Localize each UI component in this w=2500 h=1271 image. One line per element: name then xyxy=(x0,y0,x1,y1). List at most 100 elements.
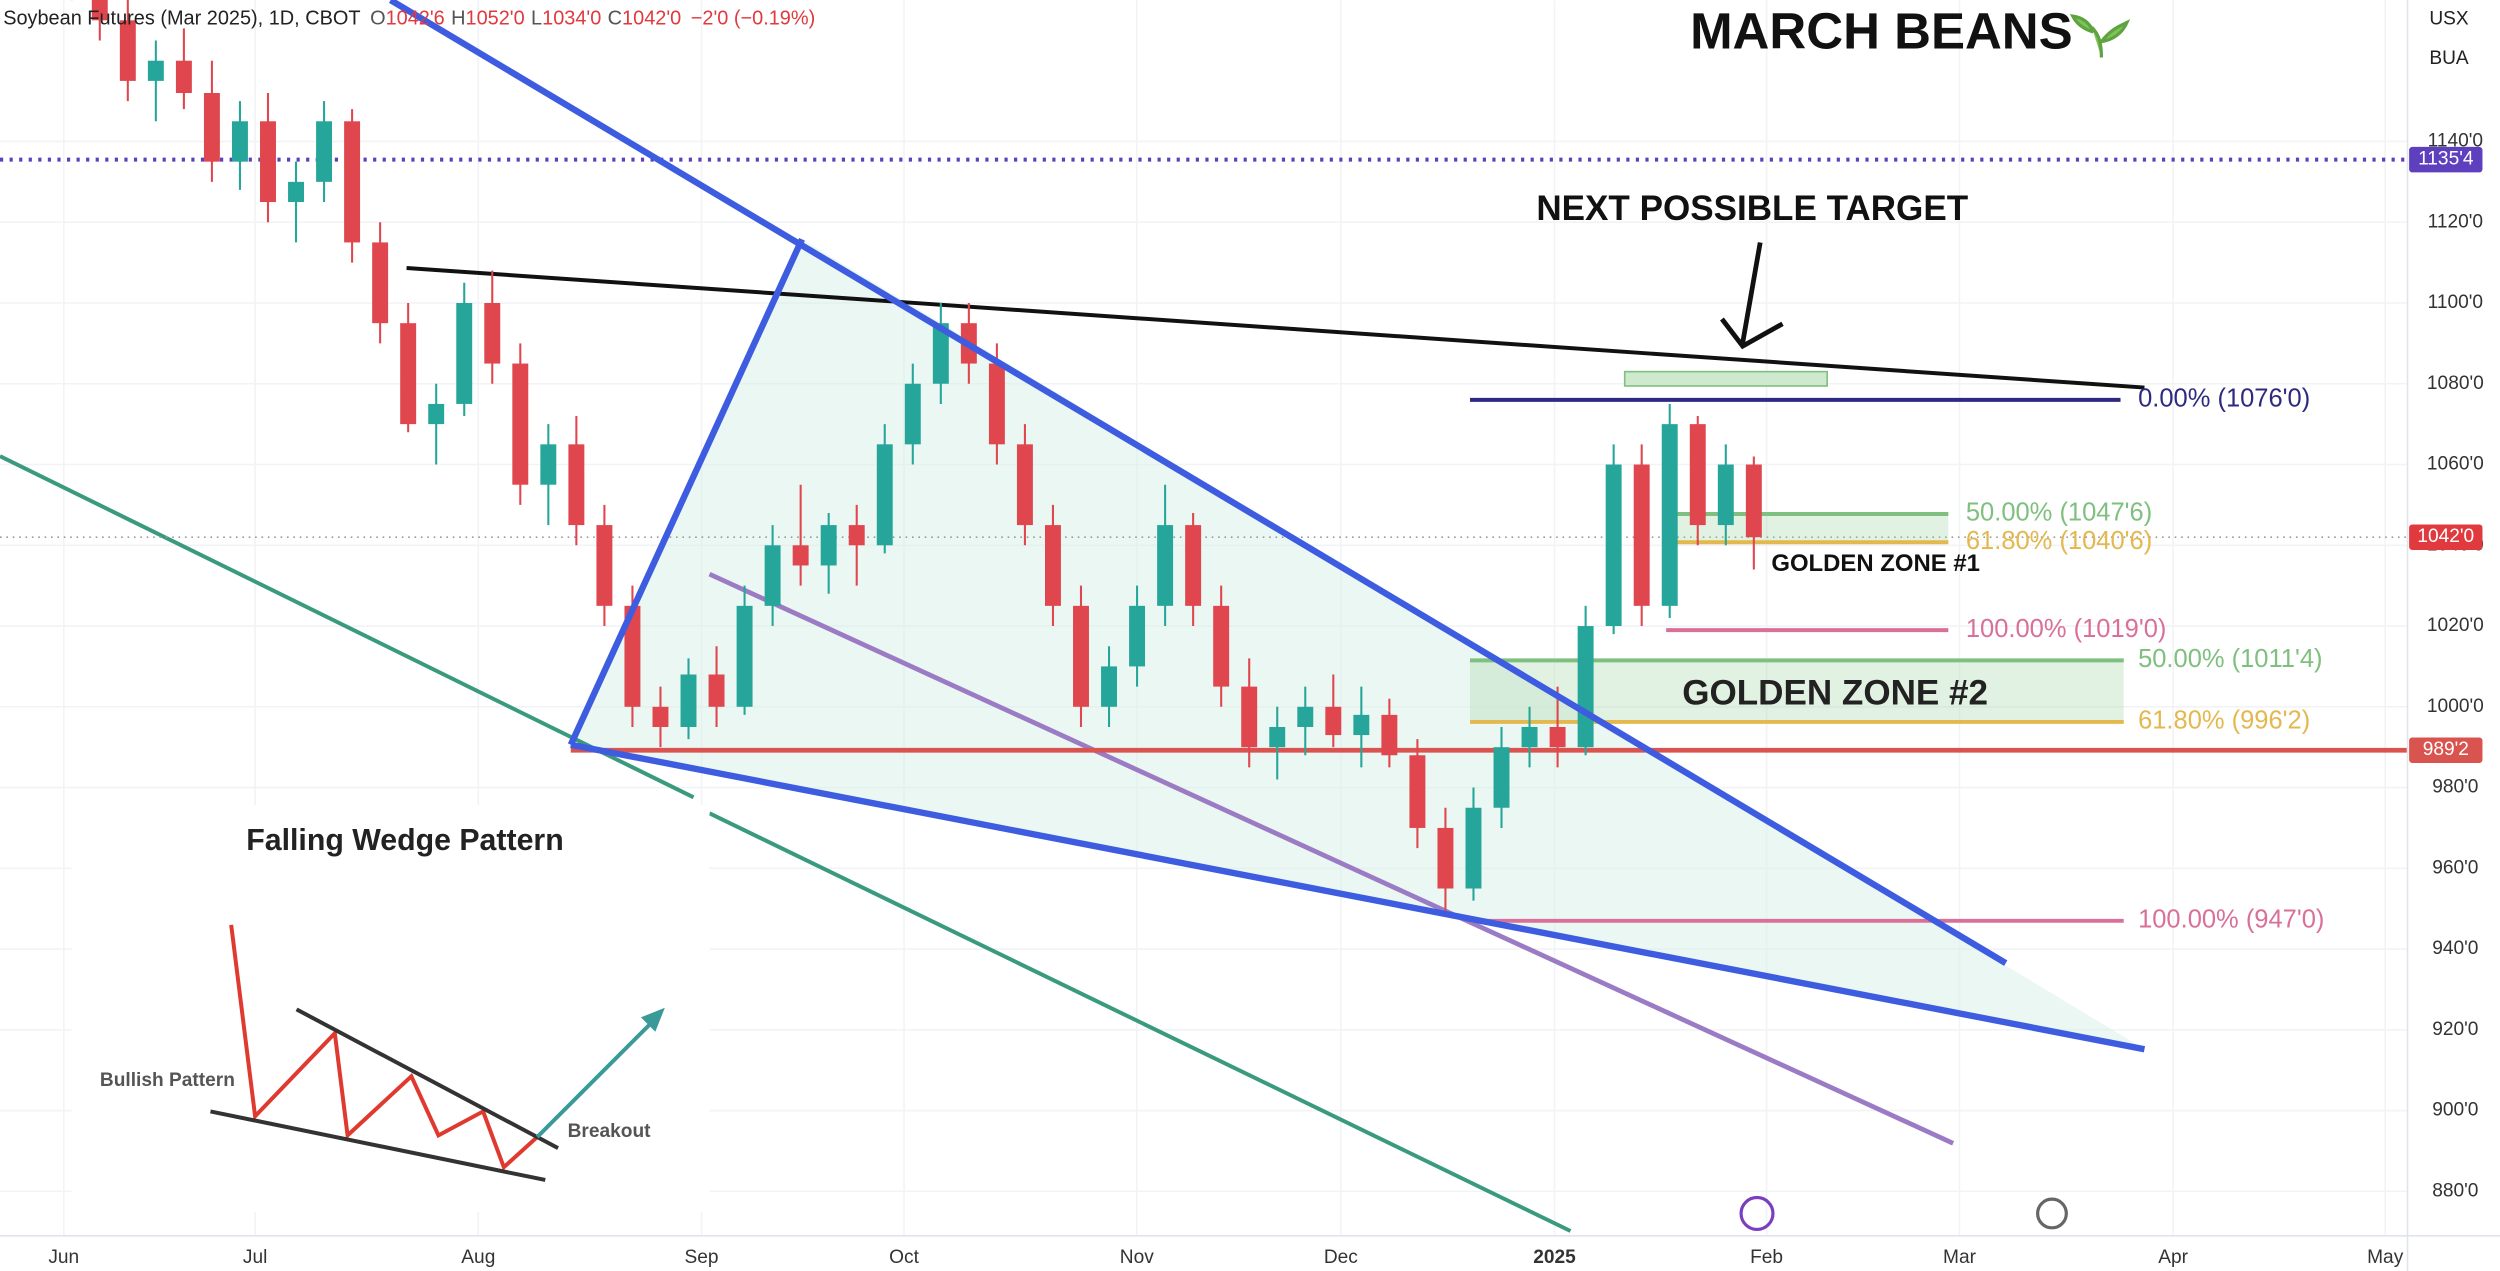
annotation: GOLDEN ZONE #1 xyxy=(1771,550,1980,577)
candle-body xyxy=(876,444,893,546)
candle-body xyxy=(1409,755,1426,828)
price-tag-label: 1042'0 xyxy=(2417,526,2474,547)
candle-body xyxy=(736,605,753,707)
ohlc-label: C xyxy=(608,8,622,30)
candle-body xyxy=(1185,525,1202,606)
price-tag-label: 1135'4 xyxy=(2418,149,2474,170)
y-tick-label: 940'0 xyxy=(2432,938,2478,959)
candle-body xyxy=(1016,444,1033,526)
candle-body xyxy=(988,363,1005,445)
candle-body xyxy=(1353,714,1370,736)
candle-body xyxy=(344,121,361,243)
purple-trendline xyxy=(708,571,1955,1146)
target-arrow xyxy=(1720,242,1784,350)
price-axis xyxy=(2407,0,2500,1271)
event-icon[interactable] xyxy=(1739,1195,1775,1232)
channel-line xyxy=(708,811,1572,1233)
candle-body xyxy=(484,302,501,364)
candle-body xyxy=(540,444,557,485)
candle-body xyxy=(1129,605,1146,667)
x-tick-label: Aug xyxy=(461,1247,495,1268)
sprout-icon xyxy=(2069,14,2131,58)
ohlc-value: 1042'0 xyxy=(622,8,681,30)
target-box xyxy=(1623,370,1828,387)
header: Soybean Futures (Mar 2025), 1D, CBOT O104… xyxy=(3,8,815,30)
y-tick-label: 1120'0 xyxy=(2428,211,2483,232)
candle-body xyxy=(932,323,949,384)
inset-arrowhead xyxy=(640,1007,665,1032)
candle-body xyxy=(1633,464,1650,606)
candle-body xyxy=(1465,807,1482,889)
x-tick-label: Oct xyxy=(889,1247,919,1268)
candle-body xyxy=(91,0,108,21)
candle-body xyxy=(119,20,136,81)
x-tick-label: Apr xyxy=(2158,1247,2188,1268)
inset-line xyxy=(210,1109,546,1182)
candles xyxy=(70,0,1762,917)
y-tick-label: 1000'0 xyxy=(2427,696,2484,717)
x-tick-label: Mar xyxy=(1943,1247,1977,1268)
x-tick-label: Sep xyxy=(685,1247,719,1268)
y-tick-label: 920'0 xyxy=(2432,1019,2478,1040)
candle-body xyxy=(596,525,613,606)
black-trendline xyxy=(406,266,2145,390)
candle-body xyxy=(1493,747,1510,808)
price-tag xyxy=(2409,146,2483,173)
fib-label: 100.00% (947'0) xyxy=(2138,906,2324,934)
candle-body xyxy=(848,525,865,546)
price-tag xyxy=(2409,737,2483,763)
y-tick-label: 880'0 xyxy=(2432,1180,2478,1201)
candle-body xyxy=(203,93,220,162)
y-tick-label: 1020'0 xyxy=(2427,615,2484,636)
candle-body xyxy=(231,121,248,162)
candle-body xyxy=(260,121,276,203)
candle-body xyxy=(1521,726,1538,748)
price-tag-label: 989'2 xyxy=(2423,739,2469,760)
x-tick-label: May xyxy=(2367,1247,2404,1268)
annotation: NEXT POSSIBLE TARGET xyxy=(1536,189,1968,228)
chart-title: MARCH BEANS xyxy=(1690,3,2073,60)
y-tick-label: 960'0 xyxy=(2432,857,2478,878)
candle-body xyxy=(1745,464,1762,538)
x-tick-label: Feb xyxy=(1750,1247,1783,1268)
x-tick-label: Jul xyxy=(243,1247,267,1268)
inset-zigzag xyxy=(229,924,539,1171)
y-tick-label: 900'0 xyxy=(2432,1100,2478,1121)
inset-label: Breakout xyxy=(568,1121,652,1142)
candle-body xyxy=(1381,714,1398,756)
ohlc-value: 1052'0 xyxy=(466,8,525,30)
inset-panel xyxy=(71,805,710,1212)
inset-label: Bullish Pattern xyxy=(100,1070,235,1091)
fib-label: 61.80% (996'2) xyxy=(2138,707,2310,735)
candle-body xyxy=(456,302,473,404)
candle-body xyxy=(764,545,781,606)
fib-label: 50.00% (1047'6) xyxy=(1966,499,2152,527)
candle-body xyxy=(288,181,304,203)
event-icon[interactable] xyxy=(2036,1197,2068,1230)
wedge-fill xyxy=(570,239,2145,1050)
change: −2'0 (−0.19%) xyxy=(691,8,815,30)
ohlc-label: H xyxy=(451,8,465,30)
fib-label: 100.00% (1019'0) xyxy=(1966,615,2167,643)
candle-body xyxy=(316,121,333,182)
candle-body xyxy=(372,242,389,324)
candle-body xyxy=(1549,726,1566,748)
candle-body xyxy=(1044,525,1061,606)
candle-body xyxy=(1157,525,1174,606)
candle-body xyxy=(680,674,697,727)
axes: 880'0 900'0 920'0 940'0 960'0 980'0 1000'0 1020… xyxy=(48,131,2483,1269)
candle-body xyxy=(1325,706,1342,736)
candle-body xyxy=(652,706,669,727)
y-tick-label: 1100'0 xyxy=(2428,292,2483,313)
candle-body xyxy=(175,60,192,94)
inset-title: Falling Wedge Pattern xyxy=(246,824,563,857)
price-tag xyxy=(2409,524,2483,550)
candle-body xyxy=(1241,686,1258,748)
candle-body xyxy=(1577,626,1594,748)
candle-body xyxy=(147,60,164,81)
candle-body xyxy=(1661,424,1678,606)
y-tick-label: 980'0 xyxy=(2432,777,2478,798)
candle-body xyxy=(1605,464,1622,627)
candle-body xyxy=(400,323,417,425)
